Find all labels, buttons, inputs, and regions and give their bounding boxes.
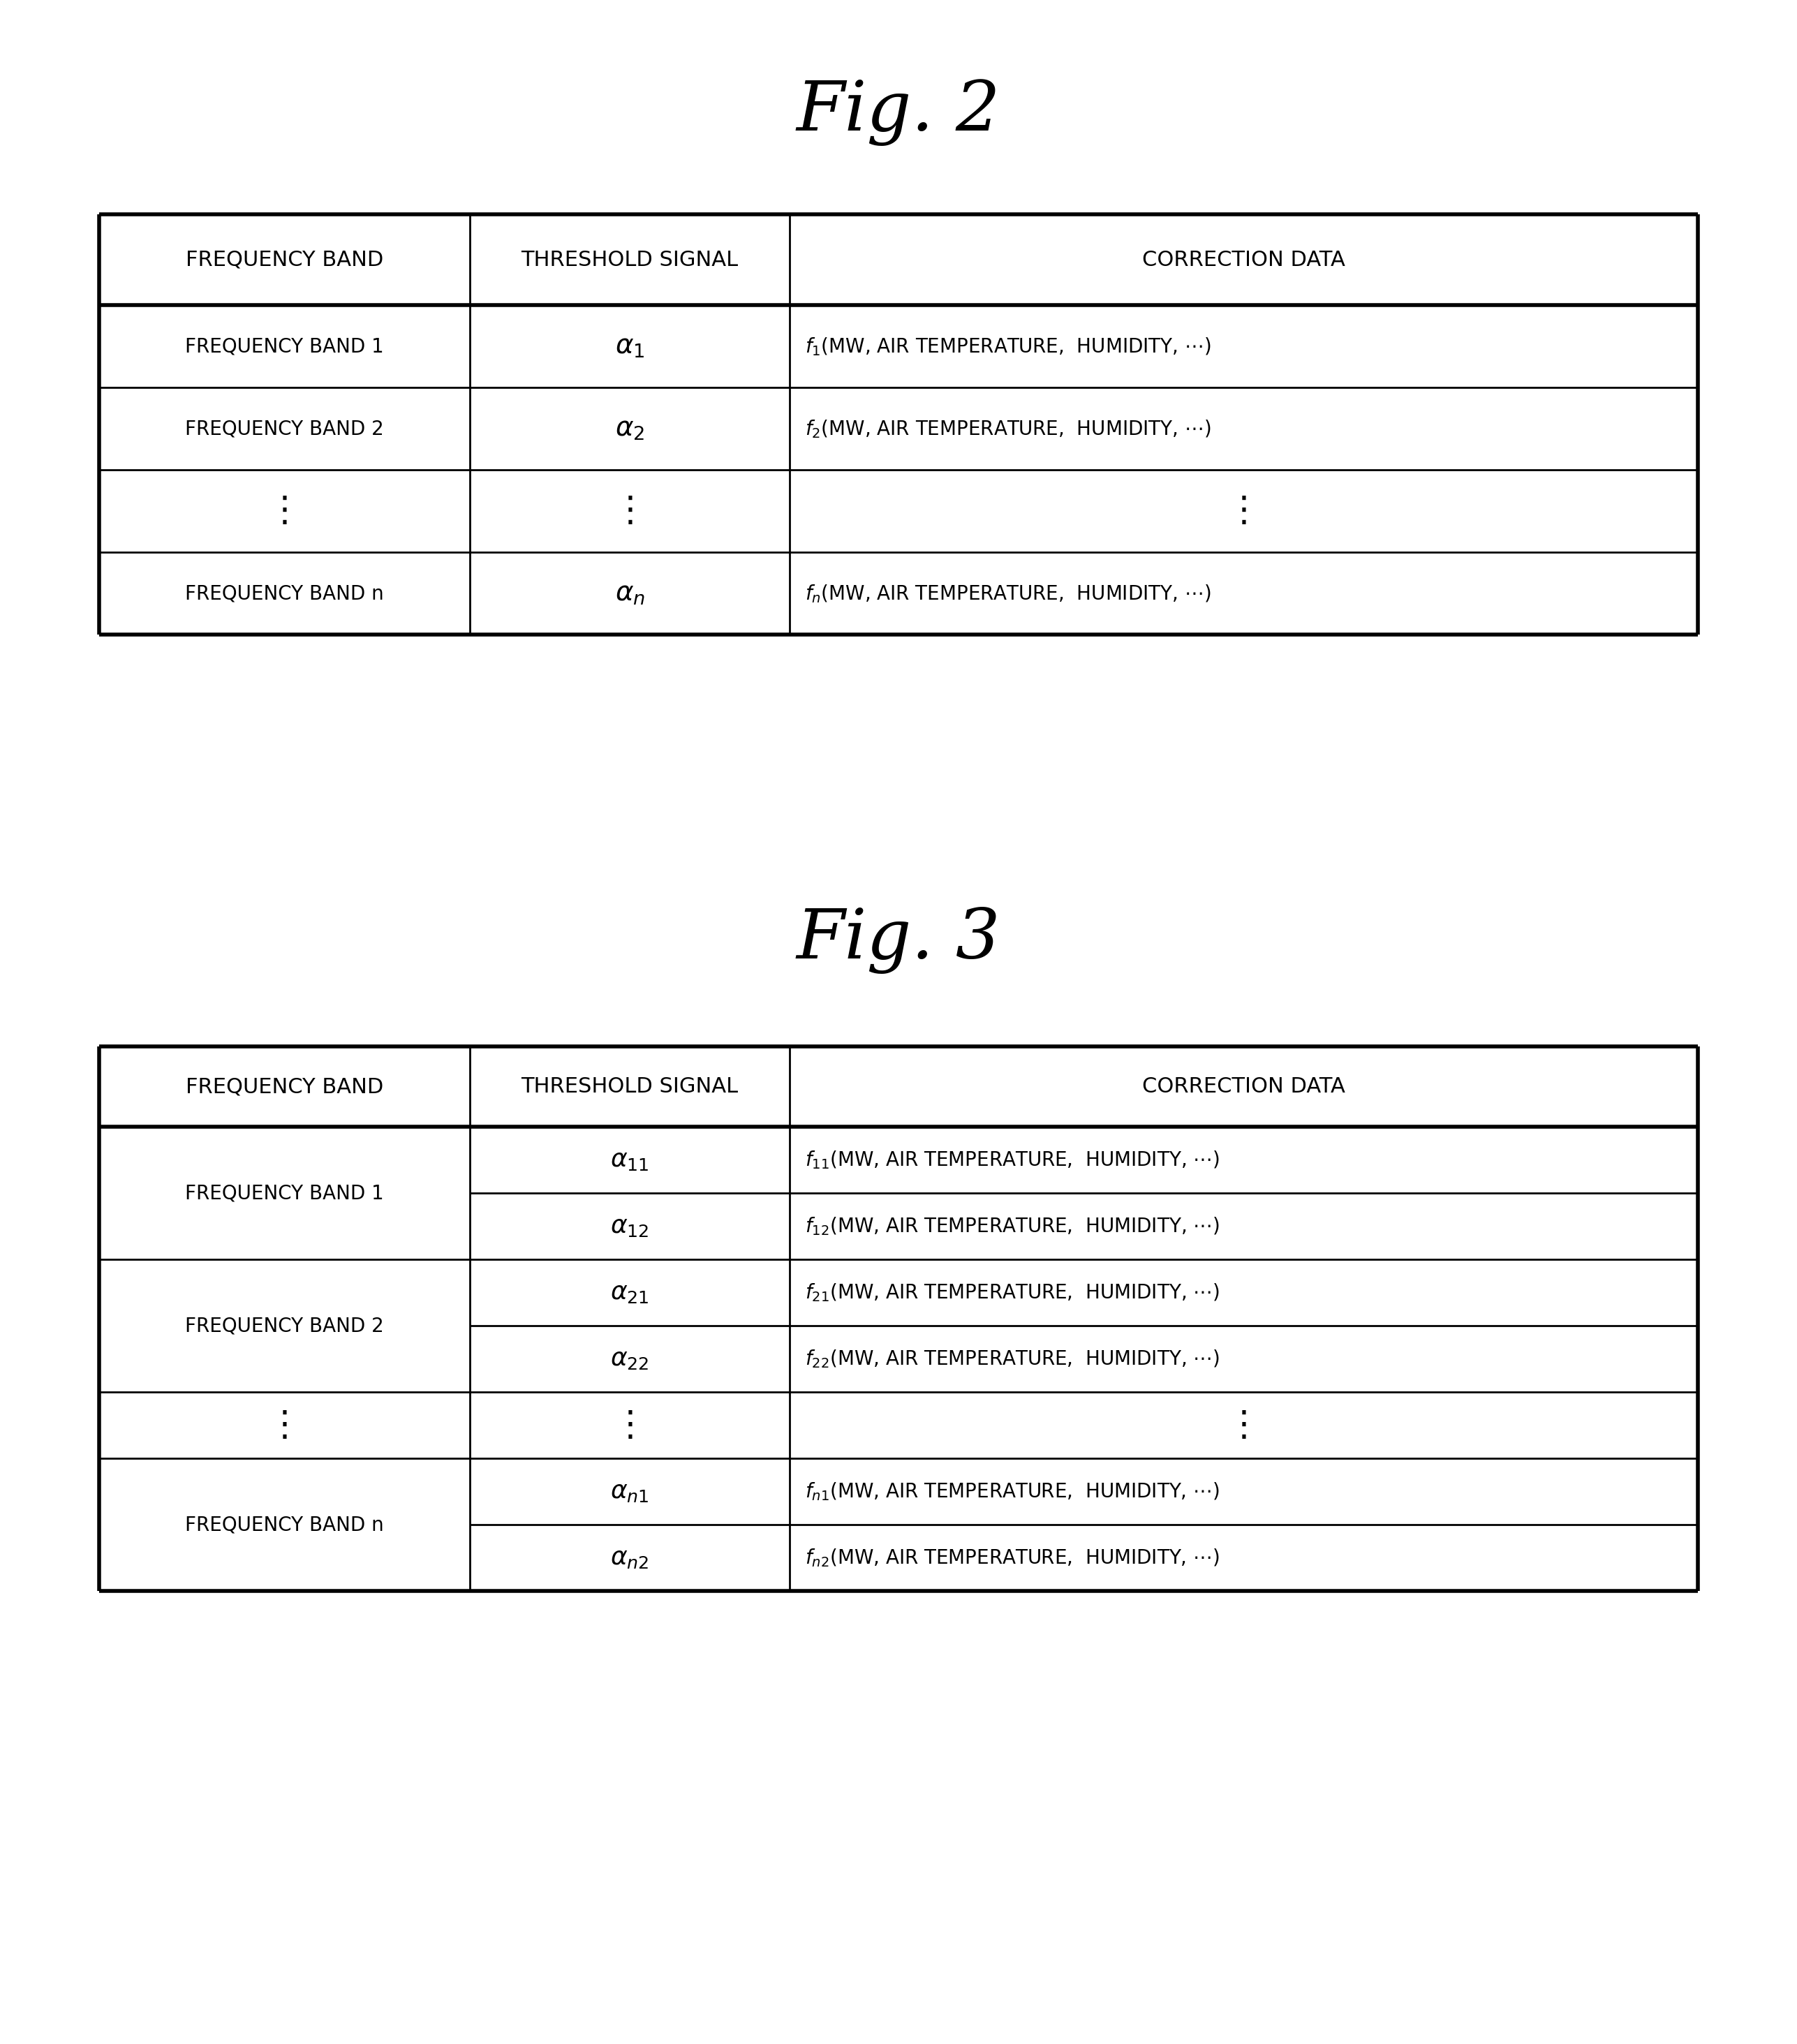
Text: ⋮: ⋮ bbox=[268, 495, 302, 527]
Text: $\alpha_{n1}$: $\alpha_{n1}$ bbox=[611, 1480, 649, 1504]
Text: CORRECTION DATA: CORRECTION DATA bbox=[1143, 1077, 1346, 1098]
Text: $f_{12}$(MW, AIR TEMPERATURE,  HUMIDITY, ⋯): $f_{12}$(MW, AIR TEMPERATURE, HUMIDITY, … bbox=[805, 1216, 1220, 1237]
Text: $f_{n}$(MW, AIR TEMPERATURE,  HUMIDITY, ⋯): $f_{n}$(MW, AIR TEMPERATURE, HUMIDITY, ⋯… bbox=[805, 583, 1211, 605]
Text: ⋮: ⋮ bbox=[1227, 1408, 1261, 1441]
Text: $f_{1}$(MW, AIR TEMPERATURE,  HUMIDITY, ⋯): $f_{1}$(MW, AIR TEMPERATURE, HUMIDITY, ⋯… bbox=[805, 335, 1211, 358]
Text: FREQUENCY BAND n: FREQUENCY BAND n bbox=[185, 585, 385, 603]
Text: FREQUENCY BAND 1: FREQUENCY BAND 1 bbox=[185, 337, 385, 356]
Text: FREQUENCY BAND 2: FREQUENCY BAND 2 bbox=[185, 1316, 385, 1335]
Text: $\alpha_{12}$: $\alpha_{12}$ bbox=[611, 1214, 649, 1239]
Text: $\alpha_{21}$: $\alpha_{21}$ bbox=[611, 1282, 649, 1304]
Text: FREQUENCY BAND 1: FREQUENCY BAND 1 bbox=[185, 1183, 385, 1204]
Text: Fig. 3: Fig. 3 bbox=[796, 908, 1001, 973]
Text: $\alpha_{11}$: $\alpha_{11}$ bbox=[611, 1149, 649, 1171]
Text: $\alpha_{2}$: $\alpha_{2}$ bbox=[615, 417, 645, 442]
Text: $\alpha_{n}$: $\alpha_{n}$ bbox=[615, 580, 645, 607]
Text: ⋮: ⋮ bbox=[613, 1408, 647, 1441]
Text: $\alpha_{1}$: $\alpha_{1}$ bbox=[615, 333, 645, 360]
Text: ⋮: ⋮ bbox=[613, 495, 647, 527]
Text: $f_{n2}$(MW, AIR TEMPERATURE,  HUMIDITY, ⋯): $f_{n2}$(MW, AIR TEMPERATURE, HUMIDITY, … bbox=[805, 1547, 1220, 1568]
Text: CORRECTION DATA: CORRECTION DATA bbox=[1143, 249, 1346, 270]
Text: $f_{2}$(MW, AIR TEMPERATURE,  HUMIDITY, ⋯): $f_{2}$(MW, AIR TEMPERATURE, HUMIDITY, ⋯… bbox=[805, 419, 1211, 439]
Text: $f_{11}$(MW, AIR TEMPERATURE,  HUMIDITY, ⋯): $f_{11}$(MW, AIR TEMPERATURE, HUMIDITY, … bbox=[805, 1149, 1220, 1171]
Text: FREQUENCY BAND: FREQUENCY BAND bbox=[185, 249, 383, 270]
Text: THRESHOLD SIGNAL: THRESHOLD SIGNAL bbox=[521, 249, 739, 270]
Text: FREQUENCY BAND 2: FREQUENCY BAND 2 bbox=[185, 419, 385, 439]
Text: ⋮: ⋮ bbox=[268, 1408, 302, 1441]
Text: Fig. 2: Fig. 2 bbox=[796, 80, 1001, 145]
Text: THRESHOLD SIGNAL: THRESHOLD SIGNAL bbox=[521, 1077, 739, 1098]
Text: $\alpha_{22}$: $\alpha_{22}$ bbox=[611, 1347, 649, 1372]
Text: FREQUENCY BAND n: FREQUENCY BAND n bbox=[185, 1515, 385, 1535]
Text: $\alpha_{n2}$: $\alpha_{n2}$ bbox=[611, 1545, 649, 1570]
Text: $f_{n1}$(MW, AIR TEMPERATURE,  HUMIDITY, ⋯): $f_{n1}$(MW, AIR TEMPERATURE, HUMIDITY, … bbox=[805, 1480, 1220, 1502]
Text: $f_{21}$(MW, AIR TEMPERATURE,  HUMIDITY, ⋯): $f_{21}$(MW, AIR TEMPERATURE, HUMIDITY, … bbox=[805, 1282, 1220, 1304]
Text: ⋮: ⋮ bbox=[1227, 495, 1261, 527]
Text: $f_{22}$(MW, AIR TEMPERATURE,  HUMIDITY, ⋯): $f_{22}$(MW, AIR TEMPERATURE, HUMIDITY, … bbox=[805, 1349, 1220, 1369]
Text: FREQUENCY BAND: FREQUENCY BAND bbox=[185, 1077, 383, 1098]
